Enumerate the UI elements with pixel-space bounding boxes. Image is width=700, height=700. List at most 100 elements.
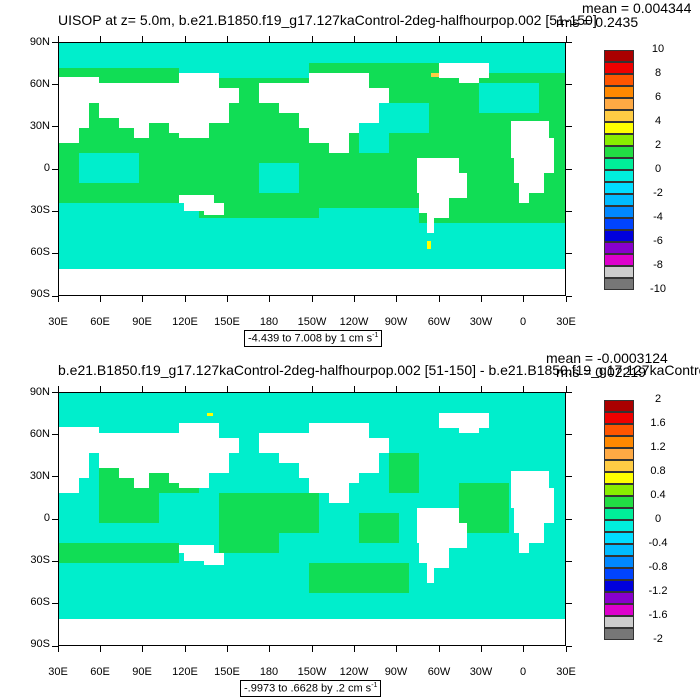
top-ytick-30n: 30N — [29, 120, 50, 132]
x-tick-mark — [353, 36, 355, 42]
x-tick-mark — [57, 36, 59, 42]
bottom-colorbar-label: 1.6 — [650, 417, 666, 429]
bottom-colorbar-box — [604, 412, 634, 424]
y-tick-mark — [566, 83, 572, 85]
x-tick-mark — [523, 36, 525, 42]
top-colorbar-box — [604, 50, 634, 62]
top-colorbar-box — [604, 266, 634, 278]
bottom-colorbar-box — [604, 472, 634, 484]
bottom-xtick-90e: 90E — [132, 666, 152, 678]
top-xtick-30e: 30E — [48, 316, 68, 328]
bottom-colorbar-label: 0.4 — [650, 489, 666, 501]
y-tick-mark — [566, 168, 572, 170]
top-colorbar-box — [604, 146, 634, 158]
top-colorbar-box — [604, 122, 634, 134]
x-tick-mark — [99, 646, 101, 652]
bottom-xtick-30w: 30W — [469, 666, 493, 678]
x-tick-mark — [226, 296, 228, 302]
x-tick-mark — [480, 296, 482, 302]
x-tick-mark — [311, 296, 313, 302]
x-tick-mark — [269, 386, 271, 392]
bottom-ytick-60n: 60N — [29, 428, 50, 440]
x-tick-mark — [142, 386, 144, 392]
top-rms: rms = 0.2435 — [556, 14, 639, 30]
top-colorbar-label: -2 — [653, 187, 663, 199]
top-colorbar-box — [604, 158, 634, 170]
top-xtick-150e: 150E — [214, 316, 240, 328]
bottom-xtick-90w: 90W — [384, 666, 408, 678]
x-tick-mark — [396, 296, 398, 302]
top-colorbar-box — [604, 62, 634, 74]
top-colorbar-box — [604, 194, 634, 206]
x-tick-mark — [523, 386, 525, 392]
x-tick-mark — [438, 646, 440, 652]
x-tick-mark — [57, 386, 59, 392]
x-tick-mark — [438, 296, 440, 302]
bottom-ytick-90s: 90S — [30, 638, 50, 650]
y-tick-mark — [52, 83, 58, 85]
top-range-label: -4.439 to 7.008 by 1 cm s-1 — [244, 330, 383, 347]
x-tick-mark — [396, 646, 398, 652]
top-panel: UISOP at z= 5.0m, b.e21.B1850.f19_g17.12… — [29, 0, 691, 347]
x-tick-mark — [565, 36, 567, 42]
top-colorbar-box — [604, 110, 634, 122]
y-tick-mark — [566, 295, 572, 297]
y-tick-mark — [52, 433, 58, 435]
x-tick-mark — [523, 296, 525, 302]
bottom-range-label: -.9973 to .6628 by .2 cm s-1 — [240, 680, 382, 697]
bottom-colorbar-box — [604, 496, 634, 508]
bottom-ytick-60s: 60S — [30, 596, 50, 608]
bottom-xtick-120w: 120W — [339, 666, 369, 678]
top-colorbar-box — [604, 86, 634, 98]
bottom-colorbar-label: 0.8 — [650, 465, 666, 477]
y-tick-mark — [566, 41, 572, 43]
x-tick-mark — [99, 36, 101, 42]
x-tick-mark — [184, 646, 186, 652]
bottom-colorbar-box — [604, 532, 634, 544]
x-tick-mark — [184, 296, 186, 302]
x-tick-mark — [311, 36, 313, 42]
top-colorbar-box — [604, 254, 634, 266]
x-tick-mark — [269, 296, 271, 302]
y-tick-mark — [566, 210, 572, 212]
top-xtick-60w: 60W — [427, 316, 451, 328]
top-xtick-180: 180 — [259, 316, 279, 328]
bottom-colorbar-box — [604, 628, 634, 640]
bottom-xtick-180: 180 — [259, 666, 279, 678]
bottom-colorbar-box — [604, 568, 634, 580]
top-xtick-120w: 120W — [339, 316, 369, 328]
bottom-colorbar-box — [604, 556, 634, 568]
bottom-xtick-30e-end: 30E — [556, 666, 576, 678]
x-tick-mark — [226, 646, 228, 652]
bottom-colorbar-box — [604, 436, 634, 448]
x-tick-mark — [226, 36, 228, 42]
y-tick-mark — [566, 253, 572, 255]
bottom-xtick-120e: 120E — [172, 666, 198, 678]
bottom-title: b.e21.B1850.f19_g17.127kaControl-2deg-ha… — [58, 362, 700, 378]
top-title: UISOP at z= 5.0m, b.e21.B1850.f19_g17.12… — [58, 12, 597, 28]
bottom-colorbar-label: -1.2 — [648, 585, 668, 597]
bottom-colorbar-box — [604, 520, 634, 532]
top-colorbar-label: -8 — [653, 259, 663, 271]
bottom-mean: mean = -0.0003124 — [546, 350, 668, 366]
bottom-rms: rms = 0.02219 — [556, 364, 646, 380]
x-tick-mark — [57, 296, 59, 302]
x-tick-mark — [226, 386, 228, 392]
y-tick-mark — [52, 476, 58, 478]
bottom-colorbar-box — [604, 580, 634, 592]
y-tick-mark — [566, 391, 572, 393]
y-tick-mark — [566, 645, 572, 647]
bottom-colorbar-box — [604, 460, 634, 472]
bottom-xtick-60e: 60E — [90, 666, 110, 678]
top-colorbar-box — [604, 242, 634, 254]
top-xtick-90w: 90W — [384, 316, 408, 328]
top-colorbar-label: -6 — [653, 235, 663, 247]
top-map-field — [59, 43, 565, 295]
y-tick-mark — [52, 41, 58, 43]
top-colorbar-label: 4 — [654, 115, 662, 127]
bottom-ytick-90n: 90N — [29, 386, 50, 398]
x-tick-mark — [353, 646, 355, 652]
top-colorbar-box — [604, 206, 634, 218]
bottom-colorbar-box — [604, 448, 634, 460]
y-tick-mark — [52, 210, 58, 212]
